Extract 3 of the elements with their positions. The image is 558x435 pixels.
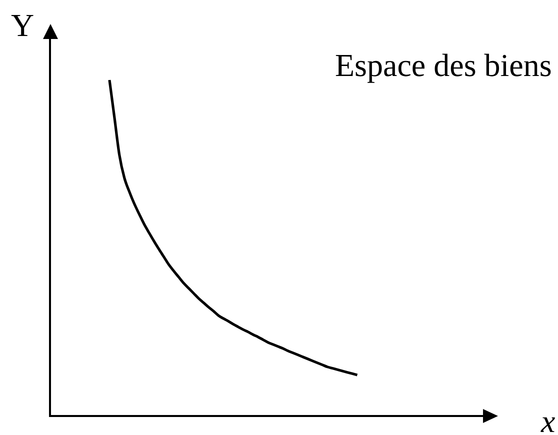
y-axis-title: Y [11, 7, 34, 43]
x-axis-title: x [541, 403, 556, 435]
chart-title: Espace des biens [335, 47, 552, 83]
